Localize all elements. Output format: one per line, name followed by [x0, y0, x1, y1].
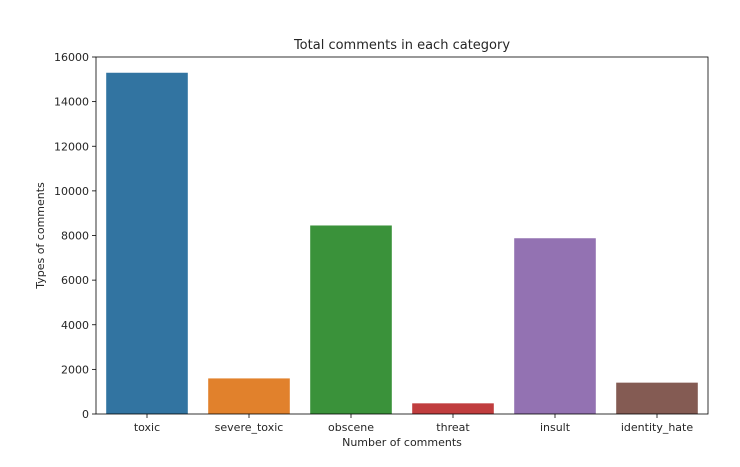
x-tick-label: severe_toxic [215, 421, 284, 434]
bar-threat [412, 403, 494, 414]
y-tick-label: 0 [82, 408, 89, 421]
y-tick-label: 10000 [54, 185, 89, 198]
x-tick-label: threat [436, 421, 470, 434]
plot-frame [95, 56, 709, 415]
y-tick-label: 16000 [54, 51, 89, 64]
chart-title: Total comments in each category [293, 38, 510, 53]
bars-group [106, 72, 698, 414]
bar-toxic [106, 72, 188, 414]
y-tick-label: 4000 [61, 319, 89, 332]
y-tick-label: 2000 [61, 363, 89, 376]
y-axis-ticks: 0 2000 4000 6000 8000 10000 12000 14000 16000 [54, 51, 96, 421]
bar-severe-toxic [208, 378, 290, 414]
x-axis-label: Number of comments [342, 436, 462, 449]
y-tick-label: 6000 [61, 274, 89, 287]
x-tick-label: obscene [328, 421, 374, 434]
y-tick-label: 8000 [61, 230, 89, 243]
x-axis-ticks: toxic severe_toxic obscene threat insult iden… [134, 414, 693, 434]
y-axis-label: Types of comments [34, 182, 47, 290]
bar-insult [514, 238, 596, 414]
x-tick-label: toxic [134, 421, 160, 434]
x-tick-label: insult [540, 421, 571, 434]
x-tick-label: identity_hate [621, 421, 693, 434]
y-tick-label: 14000 [54, 96, 89, 109]
bar-obscene [310, 225, 392, 414]
y-tick-label: 12000 [54, 140, 89, 153]
bar-identity-hate [616, 382, 698, 414]
